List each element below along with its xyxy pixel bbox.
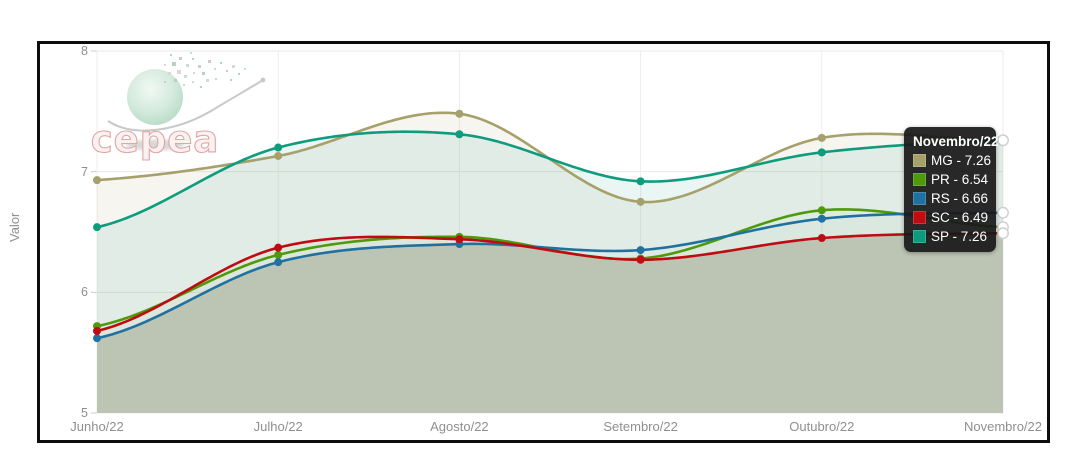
data-point-SC[interactable] [274, 243, 283, 252]
data-point-SP[interactable] [817, 148, 826, 157]
data-point-SP[interactable] [636, 177, 645, 186]
data-point-SP[interactable] [93, 223, 101, 232]
hover-point-SP[interactable] [997, 134, 1009, 147]
data-point-MG[interactable] [636, 197, 645, 206]
tooltip-row: RS - 6.66 [913, 191, 989, 206]
data-point-RS[interactable] [636, 246, 645, 255]
data-point-PR[interactable] [274, 250, 283, 259]
chart-canvas[interactable] [40, 44, 1047, 440]
tooltip-row: SC - 6.49 [913, 210, 989, 225]
tooltip-row-label: SP - 7.26 [931, 229, 988, 244]
tooltip-row-label: SC - 6.49 [931, 210, 989, 225]
hover-point-SC[interactable] [997, 227, 1009, 240]
data-point-RS[interactable] [274, 258, 283, 267]
tooltip-row: SP - 7.26 [913, 229, 987, 244]
series-color-swatch [913, 173, 926, 186]
series-line-SP[interactable] [95, 130, 1005, 229]
series-line-SC[interactable] [95, 231, 1005, 333]
series-color-swatch [913, 211, 926, 224]
series-color-swatch [913, 230, 926, 243]
hover-point-RS[interactable] [997, 206, 1009, 219]
data-point-SP[interactable] [274, 143, 283, 152]
data-point-PR[interactable] [817, 206, 826, 215]
data-point-SC[interactable] [455, 235, 464, 244]
data-point-MG[interactable] [455, 109, 464, 118]
data-point-SC[interactable] [93, 326, 101, 335]
data-point-RS[interactable] [817, 214, 826, 223]
tooltip-row: PR - 6.54 [913, 172, 989, 187]
y-axis-title: Valor [7, 212, 22, 242]
tooltip-row-label: RS - 6.66 [931, 191, 989, 206]
data-point-MG[interactable] [274, 151, 283, 160]
series-color-swatch [913, 154, 926, 167]
tooltip-row-label: MG - 7.26 [931, 153, 992, 168]
data-point-MG[interactable] [93, 176, 101, 185]
series-color-swatch [913, 192, 926, 205]
data-point-RS[interactable] [93, 334, 101, 343]
tooltip-title: Novembro/22 [913, 134, 999, 149]
tooltip-row-label: PR - 6.54 [931, 172, 989, 187]
data-point-SC[interactable] [636, 255, 645, 264]
data-point-SC[interactable] [817, 234, 826, 243]
min-envelope-area [97, 233, 1003, 413]
data-point-MG[interactable] [817, 133, 826, 142]
chart-tooltip: Novembro/22 MG - 7.26 PR - 6.54 RS - 6.66 S… [904, 127, 999, 252]
series-line-RS[interactable] [95, 211, 1005, 340]
data-point-SP[interactable] [455, 130, 464, 139]
tooltip-row: MG - 7.26 [913, 153, 991, 168]
